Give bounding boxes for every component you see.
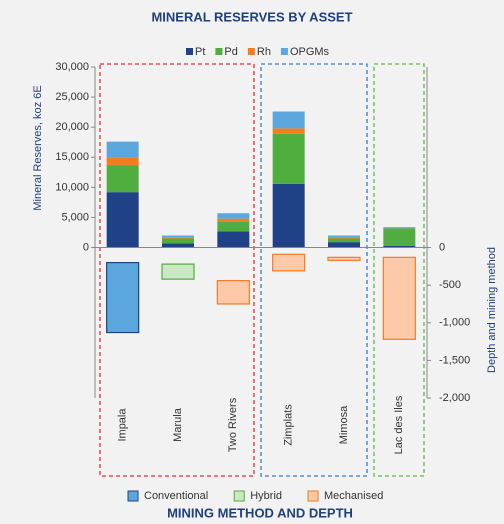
bar-segment (272, 111, 305, 129)
depth-bar (106, 261, 140, 334)
bar-segment (106, 141, 139, 158)
y-tick-label: 10,000 (55, 181, 89, 193)
y-tick-label: 5,000 (61, 211, 89, 223)
bar-segment (106, 157, 139, 166)
y2-tick-label: 0 (439, 241, 445, 253)
legend-swatch (127, 490, 139, 502)
bar-segment (162, 243, 194, 248)
x-tick-label: Mimosa (338, 405, 350, 444)
legend-swatch (307, 490, 319, 502)
bar-segment (217, 213, 250, 219)
group-box (99, 63, 255, 477)
bar-segment (162, 238, 194, 244)
legend-swatch (215, 48, 223, 55)
bar-segment (328, 242, 360, 248)
legend-swatch (233, 490, 245, 502)
bar-segment (328, 235, 360, 238)
bar-segment (162, 235, 194, 238)
bar-segment (162, 237, 194, 239)
legend-label: Conventional (144, 490, 208, 502)
legend-label: Hybrid (250, 490, 282, 502)
y2-tick-label: -2,000 (439, 392, 470, 404)
depth-bar (382, 256, 416, 340)
y-tick-label: 20,000 (55, 121, 89, 133)
bar-segment (383, 228, 416, 246)
bar-segment (272, 128, 305, 134)
depth-bar (216, 280, 250, 305)
y2-tick-label: -1,500 (439, 354, 470, 366)
chart-title: MINERAL RESERVES BY ASSET (151, 9, 352, 24)
bar-segment (328, 237, 360, 239)
bar-segment (272, 133, 305, 184)
bar-segment (106, 165, 139, 193)
legend-swatch (247, 48, 255, 55)
depth-bar (272, 253, 306, 272)
legend-label: OPGMs (290, 46, 330, 58)
y-tick-label: 0 (83, 241, 89, 253)
y2-axis-label: Depth and mining method (486, 247, 498, 373)
x-tick-label: Impala (117, 408, 129, 442)
depth-bar (161, 263, 195, 280)
y-tick-label: 30,000 (55, 61, 89, 73)
group-box (373, 63, 425, 477)
bar-segment (272, 183, 305, 248)
chart-subtitle: MINING METHOD AND DEPTH (167, 505, 353, 520)
group-box (260, 63, 368, 477)
legend-swatch (186, 48, 193, 55)
legend-label: Mechanised (324, 490, 383, 502)
legend-label: Pt (195, 46, 205, 58)
bar-segment (106, 192, 139, 248)
depth-bar (327, 256, 361, 261)
bar-segment (328, 238, 360, 243)
y-tick-label: 15,000 (55, 151, 89, 163)
bar-segment (383, 227, 416, 229)
y-axis-label: Mineral Reserves, koz 6E (32, 85, 44, 210)
bar-segment (217, 218, 250, 222)
y-tick-label: 25,000 (55, 91, 89, 103)
x-tick-label: Zimplats (283, 404, 295, 446)
x-tick-label: Marula (172, 407, 184, 442)
y2-tick-label: -1,000 (439, 317, 470, 329)
legend-label: Rh (257, 46, 271, 58)
legend-label: Pd (224, 46, 237, 58)
x-tick-label: Lac des Iles (393, 395, 405, 454)
y2-tick-label: -500 (439, 279, 461, 291)
legend-swatch (280, 48, 288, 55)
x-tick-label: Two Rivers (227, 397, 239, 452)
bar-segment (217, 221, 250, 232)
bar-segment (217, 231, 250, 248)
bar-segment (383, 245, 416, 248)
